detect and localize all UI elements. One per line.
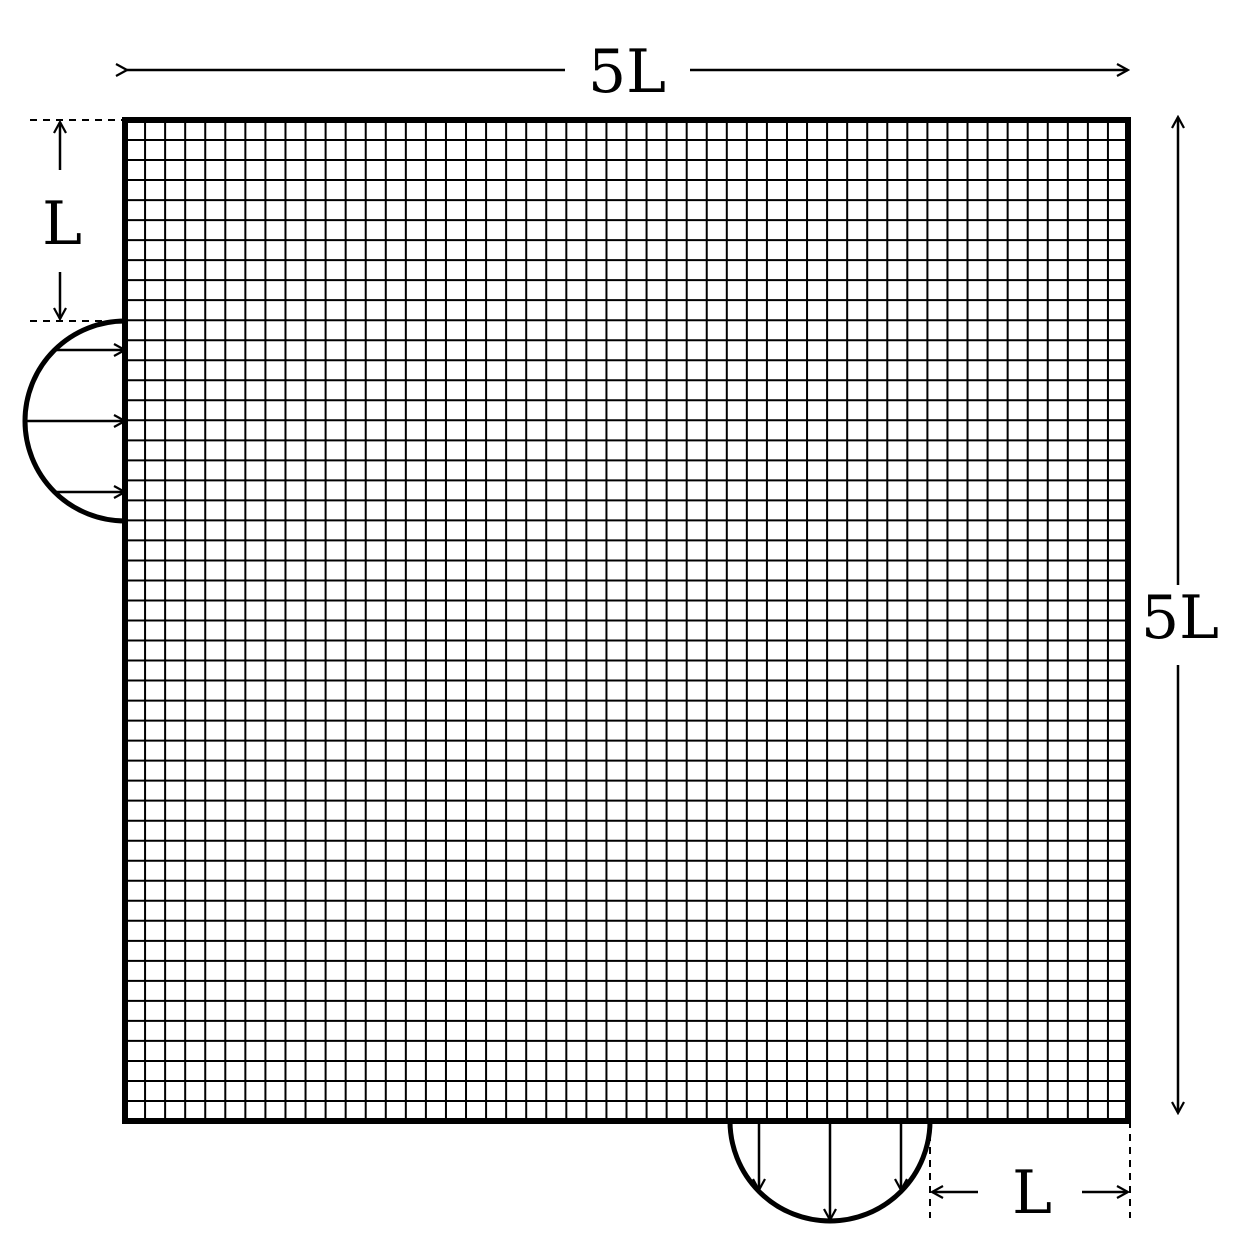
domain-boundary xyxy=(122,117,1131,1124)
width-label: 5L xyxy=(588,37,666,107)
height-label: 5L xyxy=(1141,583,1219,653)
inlet-offset-label: L xyxy=(42,189,82,259)
outlet-offset-label: L xyxy=(1012,1158,1052,1228)
computational-mesh xyxy=(125,120,1128,1121)
